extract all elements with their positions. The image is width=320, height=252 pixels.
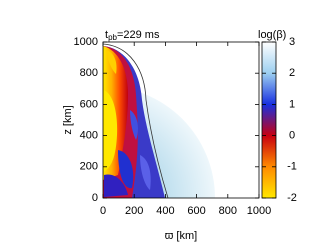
y-axis-label: z [km] [62, 105, 74, 134]
colorbar-tick-label: -2 [287, 192, 297, 204]
x-axis-label: ϖ [km] [165, 230, 197, 242]
x-tick-label: 800 [219, 205, 237, 217]
colorbar-tick-label: 3 [289, 36, 295, 48]
colorbar-label: log(β) [258, 29, 286, 41]
y-tick-label: 0 [92, 192, 98, 204]
y-tick-label: 200 [80, 161, 98, 173]
y-tick-label: 800 [80, 67, 98, 79]
colorbar-tick-label: 2 [289, 67, 295, 79]
y-tick-label: 600 [80, 98, 98, 110]
plot-frame [102, 41, 260, 199]
x-tick-label: 400 [156, 205, 174, 217]
y-tick-label: 1000 [74, 36, 98, 48]
colorbar [261, 41, 277, 199]
x-tick-label: 600 [187, 205, 205, 217]
x-tick-label: 0 [100, 205, 106, 217]
field-image [103, 43, 215, 198]
colorbar-tick-label: -1 [287, 161, 297, 173]
colorbar-tick-label: 1 [289, 98, 295, 110]
colorbar-tick-label: 0 [289, 130, 295, 142]
x-tick-label: 1000 [247, 205, 271, 217]
x-tick-label: 200 [125, 205, 143, 217]
title: tpb=229 ms [105, 29, 160, 42]
y-tick-label: 400 [80, 130, 98, 142]
